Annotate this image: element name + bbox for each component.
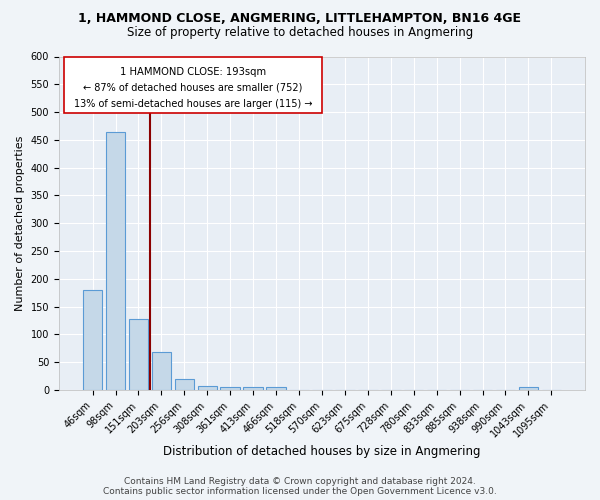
Bar: [152, 352, 171, 390]
Bar: [266, 388, 286, 390]
Text: ← 87% of detached houses are smaller (752): ← 87% of detached houses are smaller (75…: [83, 82, 303, 92]
Bar: [220, 386, 240, 390]
Bar: [175, 379, 194, 390]
Text: 1, HAMMOND CLOSE, ANGMERING, LITTLEHAMPTON, BN16 4GE: 1, HAMMOND CLOSE, ANGMERING, LITTLEHAMPT…: [79, 12, 521, 26]
Bar: [83, 290, 103, 390]
Bar: [244, 388, 263, 390]
Y-axis label: Number of detached properties: Number of detached properties: [15, 136, 25, 311]
Text: 1 HAMMOND CLOSE: 193sqm: 1 HAMMOND CLOSE: 193sqm: [120, 66, 266, 76]
Text: Contains HM Land Registry data © Crown copyright and database right 2024.
Contai: Contains HM Land Registry data © Crown c…: [103, 476, 497, 496]
Bar: [128, 320, 148, 390]
X-axis label: Distribution of detached houses by size in Angmering: Distribution of detached houses by size …: [163, 444, 481, 458]
Bar: [197, 386, 217, 390]
Text: 13% of semi-detached houses are larger (115) →: 13% of semi-detached houses are larger (…: [74, 99, 313, 109]
Bar: [106, 132, 125, 390]
FancyBboxPatch shape: [64, 56, 322, 113]
Bar: [518, 388, 538, 390]
Text: Size of property relative to detached houses in Angmering: Size of property relative to detached ho…: [127, 26, 473, 39]
